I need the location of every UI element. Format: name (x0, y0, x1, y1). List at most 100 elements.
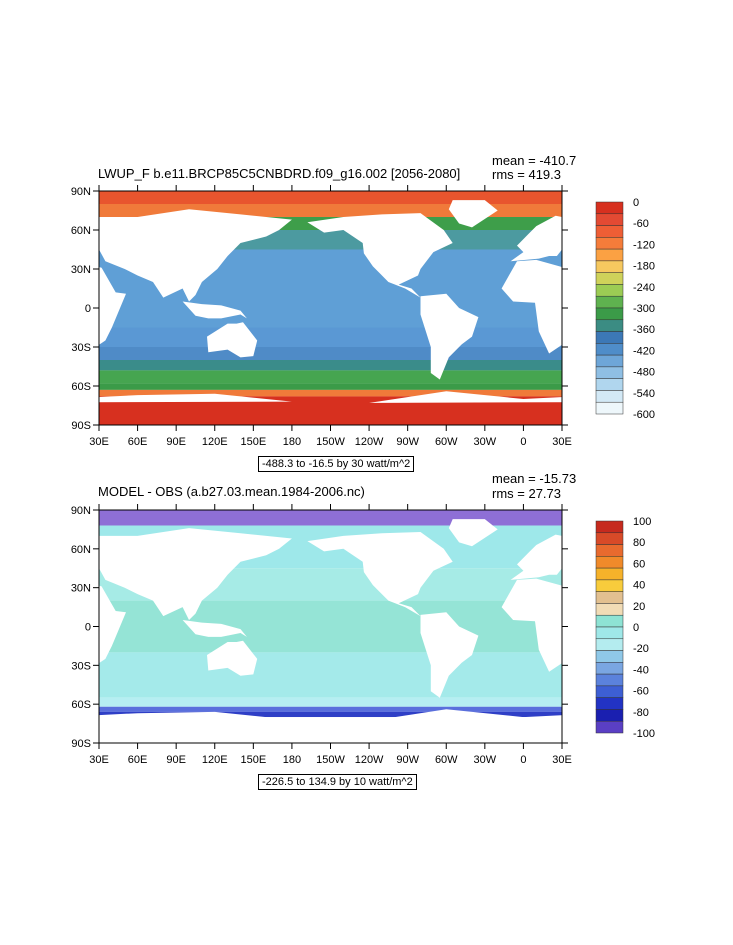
colorbar-swatch (595, 331, 624, 344)
lon-label: 60W (435, 754, 458, 766)
lon-label: 30W (474, 436, 497, 448)
ocean-band (99, 711, 562, 718)
lat-label: 90N (71, 505, 91, 517)
colorbar-label: -480 (633, 367, 655, 379)
eurasia-landmass (99, 209, 292, 302)
colorbar-label: 60 (633, 558, 645, 570)
greenland-landmass (448, 200, 498, 228)
lon-label: 150W (316, 754, 345, 766)
lon-label: 60E (128, 436, 148, 448)
colorbar-swatch (595, 662, 624, 675)
colorbar-label: 20 (633, 601, 645, 613)
panel2-mean: mean = -15.73 (492, 471, 577, 486)
ocean-band (99, 510, 562, 526)
colorbar-swatch (595, 272, 624, 285)
colorbar-swatch (595, 720, 624, 734)
colorbar-swatch (595, 650, 624, 663)
south-america-landmass (420, 293, 479, 380)
colorbar-label: -360 (633, 324, 655, 336)
colorbar-label: -540 (633, 388, 655, 400)
colorbar-swatch (595, 638, 624, 651)
colorbar-label: 0 (633, 622, 639, 634)
lon-label: 180 (283, 754, 301, 766)
colorbar-swatch (595, 401, 624, 415)
panel2-title: MODEL - OBS (a.b27.03.mean.1984-2006.nc) (98, 484, 365, 499)
colorbar-swatch (595, 709, 624, 722)
ocean-band (99, 697, 562, 707)
colorbar-label: -100 (633, 728, 655, 740)
lat-label: 90N (71, 186, 91, 198)
indonesia-landmass (182, 620, 247, 637)
panel2-rms: rms = 27.73 (492, 486, 562, 501)
lat-label: 30N (71, 583, 91, 595)
panel1-colorbar: 0 -60 -120 -180 -240 -300 -360 -420 -480 -540 -600 (595, 197, 655, 421)
colorbar-swatch (595, 343, 624, 356)
lon-label: 120W (355, 436, 384, 448)
lon-label: 90E (166, 754, 186, 766)
colorbar-swatch (595, 378, 624, 391)
lon-label: 180 (283, 436, 301, 448)
lon-label: 150W (316, 436, 345, 448)
colorbar-label: -600 (633, 409, 655, 421)
colorbar-swatch (595, 319, 624, 332)
lat-label: 60S (71, 381, 91, 393)
colorbar-swatch (595, 295, 624, 309)
panel1-title: LWUP_F b.e11.BRCP85C5CNBDRD.f09_g16.002 … (98, 166, 461, 181)
colorbar-swatch (595, 567, 624, 581)
south-america-landmass (420, 612, 479, 698)
colorbar-swatch (595, 307, 624, 321)
colorbar-swatch (595, 520, 624, 534)
colorbar-label: -80 (633, 707, 649, 719)
colorbar-label: 40 (633, 580, 645, 592)
lon-label: 30E (552, 754, 572, 766)
colorbar-label: -60 (633, 218, 649, 230)
colorbar-swatch (595, 591, 624, 604)
colorbar-swatch (595, 225, 624, 238)
panel2-contour-info: -226.5 to 134.9 by 10 watt/m^2 (258, 774, 417, 790)
panel1-map: 90N 60N 30N 0 30S 60S 90S 30E 60E 90E 120E 150E 180 1… (0, 185, 733, 448)
colorbar-label: -420 (633, 345, 655, 357)
ocean-band (99, 360, 562, 371)
colorbar-label: -300 (633, 303, 655, 315)
colorbar-swatch (595, 544, 624, 557)
eurasia-landmass (99, 528, 292, 620)
europe-landmass (510, 534, 562, 580)
colorbar-swatch (595, 260, 624, 273)
australia-landmass (207, 322, 258, 358)
lon-label: 120E (202, 436, 228, 448)
colorbar-swatch (595, 248, 624, 262)
greenland-landmass (448, 519, 498, 547)
colorbar-swatch (595, 354, 624, 368)
colorbar-label: -120 (633, 239, 655, 251)
lon-label: 0 (520, 436, 526, 448)
lon-label: 30E (89, 436, 109, 448)
colorbar-label: -240 (633, 282, 655, 294)
ocean-band (99, 327, 562, 347)
colorbar-swatch (595, 673, 624, 687)
ocean-band (99, 389, 562, 397)
colorbar-label: -40 (633, 664, 649, 676)
panel1-rms: rms = 419.3 (492, 167, 562, 182)
indonesia-landmass (182, 301, 247, 319)
ocean-band (99, 370, 562, 384)
ocean-band (99, 717, 562, 743)
colorbar-swatch (595, 284, 624, 297)
colorbar-swatch (595, 685, 624, 698)
lat-label: 0 (85, 303, 91, 315)
australia-landmass (207, 640, 258, 676)
lon-label: 60E (128, 754, 148, 766)
lon-label: 30E (89, 754, 109, 766)
lat-label: 30S (71, 660, 91, 672)
panel1-mean: mean = -410.7 (492, 153, 577, 168)
lon-label: 0 (520, 754, 526, 766)
lat-label: 90S (71, 420, 91, 432)
lon-label: 90W (396, 436, 419, 448)
lon-label: 120E (202, 754, 228, 766)
colorbar-label: -60 (633, 686, 649, 698)
colorbar-swatch (595, 556, 624, 569)
panel2-map: 90N 60N 30N 0 30S 60S 90S 30E 60E 90E 120E 150E 180 1… (0, 504, 733, 766)
north-america-landmass (307, 532, 453, 617)
lat-label: 30N (71, 264, 91, 276)
colorbar-label: -20 (633, 643, 649, 655)
